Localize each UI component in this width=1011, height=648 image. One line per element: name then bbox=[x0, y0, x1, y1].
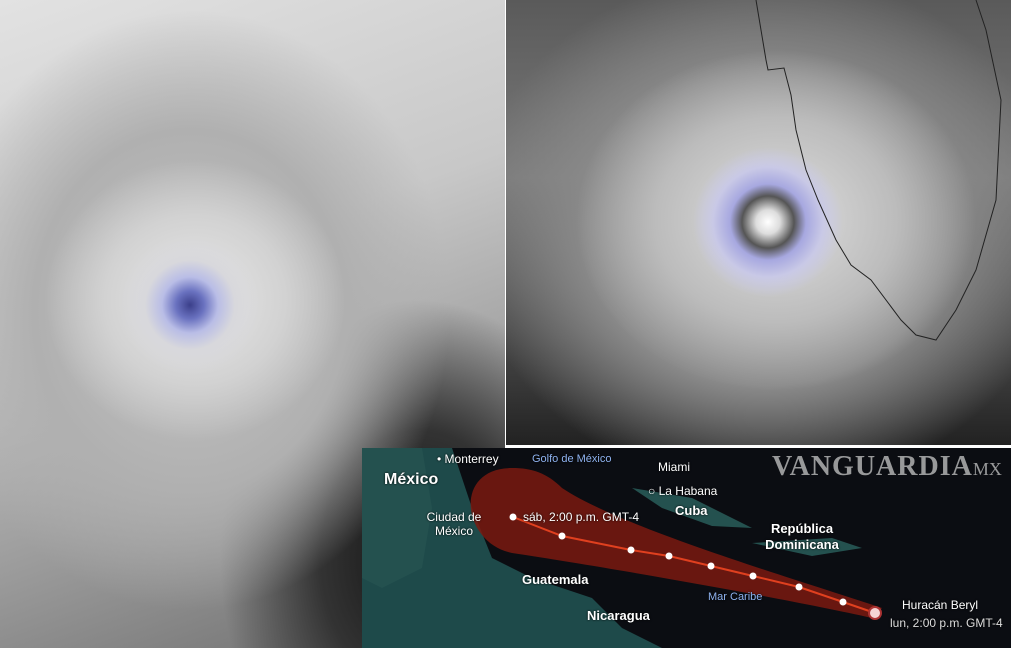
florida-coastline bbox=[755, 0, 1002, 341]
forecast-cone bbox=[470, 468, 882, 618]
land-mexico bbox=[362, 448, 432, 588]
track-point bbox=[627, 546, 635, 554]
storm-time: lun, 2:00 p.m. GMT-4 bbox=[890, 616, 1003, 630]
label-republica-dominicana: República Dominicana bbox=[765, 521, 839, 552]
map-graphic bbox=[362, 448, 882, 648]
track-point bbox=[665, 552, 673, 560]
track-point bbox=[749, 572, 757, 580]
land-cuba bbox=[632, 488, 752, 528]
track-point bbox=[795, 583, 803, 591]
label-miami: Miami bbox=[658, 460, 690, 474]
label-la-habana: ○ La Habana bbox=[648, 484, 718, 498]
label-monterrey: • Monterrey bbox=[437, 452, 499, 466]
label-cuba: Cuba bbox=[675, 503, 708, 518]
storm-name: Huracán Beryl bbox=[902, 598, 979, 612]
hurricane-track-map: • Monterrey Golfo de México Miami México… bbox=[362, 448, 1011, 648]
label-ciudad-de-mexico: Ciudad de México bbox=[426, 510, 482, 538]
satellite-image-right bbox=[506, 0, 1011, 445]
label-mar-caribe: Mar Caribe bbox=[708, 591, 763, 603]
forecast-label: sáb, 2:00 p.m. GMT-4 bbox=[523, 510, 640, 524]
track-point bbox=[509, 513, 517, 521]
track-point bbox=[839, 598, 847, 606]
land-central-america bbox=[362, 448, 662, 648]
vanguardia-watermark: VANGUARDIAMX bbox=[772, 451, 1002, 482]
storm-position-icon bbox=[868, 606, 882, 620]
label-nicaragua: Nicaragua bbox=[587, 608, 650, 623]
label-golfo: Golfo de México bbox=[532, 453, 612, 465]
label-mexico: México bbox=[384, 471, 439, 488]
track-point bbox=[707, 562, 715, 570]
track-point bbox=[558, 532, 566, 540]
land-hispaniola bbox=[752, 538, 862, 556]
label-guatemala: Guatemala bbox=[522, 572, 589, 587]
